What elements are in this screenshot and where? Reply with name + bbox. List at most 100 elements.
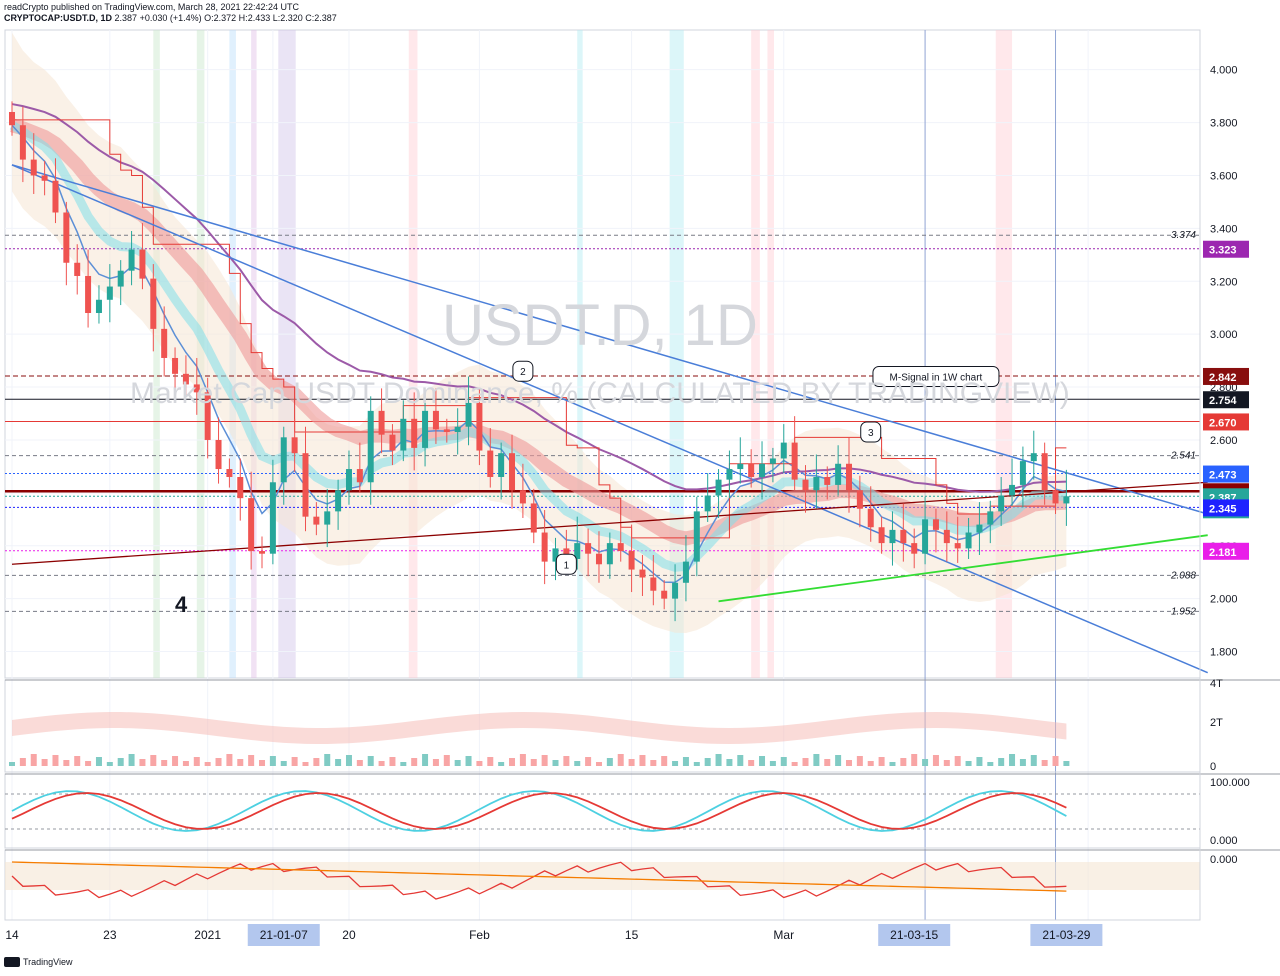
volume-bar	[519, 754, 526, 766]
time-tick: 20	[342, 928, 356, 942]
candle-body	[335, 490, 342, 512]
volume-bar	[867, 761, 874, 766]
momentum-tick: 0.000	[1210, 854, 1238, 866]
candle	[63, 201, 70, 286]
candle	[932, 508, 939, 553]
volume-bar	[748, 760, 755, 766]
candle	[204, 377, 211, 459]
candle	[9, 101, 15, 136]
highlight-stripe	[751, 30, 760, 678]
candle	[172, 347, 179, 389]
candle	[269, 459, 276, 565]
volume-bar	[411, 758, 418, 766]
candle	[813, 454, 820, 509]
price-tick: 3.400	[1210, 223, 1238, 235]
candle	[139, 223, 146, 290]
candle-body	[193, 384, 200, 393]
candle	[85, 249, 92, 328]
volume-bar	[889, 762, 896, 766]
volume-bar	[1019, 759, 1026, 766]
candle	[400, 400, 407, 462]
candle	[432, 388, 439, 444]
time-tick: Mar	[773, 928, 794, 942]
candle	[835, 445, 842, 496]
stoch-tick: 100.000	[1210, 777, 1250, 789]
watermark-subtitle: Market Cap USDT Dominance, % (CALCULATED…	[130, 377, 1070, 410]
candle	[389, 424, 396, 466]
volume-bar	[422, 754, 429, 766]
price-tick: 4.000	[1210, 65, 1238, 77]
candle-body	[650, 577, 657, 591]
candlestick-series	[9, 101, 1070, 622]
candle	[726, 450, 733, 499]
candle-body	[932, 519, 939, 530]
candle-body	[215, 439, 222, 470]
volume-cloud	[12, 712, 1067, 744]
candle	[574, 516, 581, 570]
candle	[106, 264, 113, 323]
volume-bar	[63, 760, 70, 766]
volume-bar	[628, 759, 635, 766]
volume-bar	[215, 758, 222, 766]
candle-body	[802, 479, 809, 491]
candle-body	[63, 212, 70, 263]
volume-bar	[541, 755, 548, 766]
volume-bar	[606, 758, 613, 766]
volume-bar	[367, 756, 374, 766]
candle-body	[476, 402, 483, 451]
candle-body	[400, 418, 407, 451]
candle-body	[356, 469, 363, 483]
candle	[454, 408, 461, 455]
candle-body	[900, 529, 907, 544]
volume-bar	[976, 757, 983, 766]
annotation-box	[512, 360, 534, 382]
volume-bar	[954, 756, 961, 766]
price-badge-label: 2.754	[1209, 395, 1237, 407]
price-badge-label: 2.181	[1209, 547, 1237, 559]
volume-bar	[172, 756, 179, 766]
volume-bar	[563, 756, 570, 766]
candle-body	[617, 543, 624, 552]
candle	[943, 511, 950, 562]
volume-bar	[737, 755, 744, 766]
price-badge	[1203, 465, 1249, 483]
volume-bar	[291, 757, 298, 766]
volume-bar	[1009, 754, 1016, 766]
candle-body	[856, 490, 863, 509]
candle-body	[769, 458, 776, 464]
candle-body	[248, 498, 255, 552]
candle	[672, 564, 679, 622]
candle-body	[41, 175, 48, 181]
date-marker-badge	[878, 924, 951, 946]
volume-bar	[726, 759, 733, 766]
volume-bar	[595, 762, 602, 766]
volume-bar	[476, 761, 483, 766]
candle-body	[139, 249, 146, 279]
candle	[965, 517, 972, 559]
candle	[128, 231, 135, 286]
volume-bar	[30, 754, 37, 766]
momentum-line	[11, 861, 1067, 900]
candle-body	[639, 569, 646, 578]
volume-bar	[443, 755, 450, 766]
time-tick: 23	[103, 928, 117, 942]
candle-body	[204, 392, 211, 440]
candle-body	[161, 328, 168, 358]
candle-body	[432, 410, 439, 430]
volume-bar	[845, 760, 852, 766]
candle-body	[661, 590, 668, 599]
volume-bar	[95, 757, 102, 766]
stoch-tick: 0.000	[1210, 835, 1238, 847]
trend-line	[11, 164, 1208, 674]
stochastic-panel	[4, 773, 1201, 849]
level-label: 2.541	[1170, 451, 1196, 462]
candle	[356, 442, 363, 493]
volume-bar	[19, 758, 26, 766]
last-price: 2.387	[114, 13, 138, 23]
ribbon-fast	[9, 121, 1067, 572]
volume-bar	[52, 755, 59, 766]
candle	[759, 441, 766, 500]
candle-body	[1063, 496, 1070, 504]
candle	[693, 496, 700, 577]
